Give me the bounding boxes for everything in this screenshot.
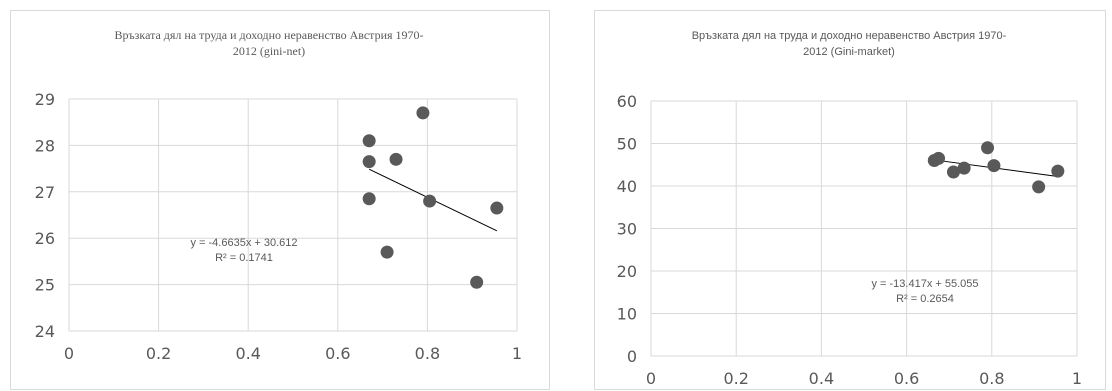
chart-panel-gini-net: 0 0.2 0.4 0.6 0.8 1 24 25 26 27 28 29 Връзката дял … <box>10 10 550 390</box>
chart-title-line2: 2012 (gini-net) <box>233 44 305 58</box>
chart-title-line1: Връзката дял на труда и доходно неравенс… <box>692 30 1007 42</box>
chart-panel-gini-market: 0 0.2 0.4 0.6 0.8 1 0 10 20 30 40 50 60 Връзката дял… <box>594 10 1106 390</box>
trendline-equation: y = -13.417x + 55.055 <box>871 278 978 290</box>
data-point <box>416 106 430 120</box>
data-point <box>946 165 960 179</box>
data-point <box>362 192 376 206</box>
scatter-chart-gini-net: 0 0.2 0.4 0.6 0.8 1 24 25 26 27 28 29 Връзката дял … <box>35 28 522 363</box>
data-point <box>987 159 1001 173</box>
data-point <box>1032 180 1046 194</box>
y-tick-label: 0 <box>627 347 637 366</box>
chart-title-line1: Връзката дял на труда и доходно неравенс… <box>114 28 423 42</box>
y-tick-label: 60 <box>617 92 637 111</box>
x-tick-label: 0 <box>646 369 656 388</box>
y-tick-label: 27 <box>35 183 55 202</box>
data-point <box>932 151 946 165</box>
y-tick-label: 10 <box>617 305 637 324</box>
data-point <box>380 245 394 259</box>
data-point <box>470 275 484 289</box>
x-tick-label: 0.8 <box>415 344 440 363</box>
y-tick-label: 25 <box>35 276 55 295</box>
data-point <box>362 155 376 169</box>
data-point <box>957 161 971 175</box>
chart-title-line2: 2012 (Gini-market) <box>803 46 895 58</box>
y-tick-label: 26 <box>35 229 55 248</box>
data-point <box>1051 164 1065 178</box>
data-point <box>389 152 403 166</box>
x-tick-label: 0.6 <box>894 369 919 388</box>
y-tick-label: 24 <box>35 322 55 341</box>
x-tick-label: 0.2 <box>146 344 171 363</box>
r-squared-label: R² = 0.1741 <box>215 252 273 264</box>
x-tick-label: 1 <box>1072 369 1082 388</box>
data-point <box>423 194 437 208</box>
x-tick-label: 1 <box>512 344 522 363</box>
x-tick-label: 0 <box>64 344 74 363</box>
y-tick-label: 20 <box>617 262 637 281</box>
x-tick-label: 0.2 <box>723 369 748 388</box>
y-tick-label: 40 <box>617 177 637 196</box>
y-tick-label: 29 <box>35 90 55 109</box>
y-tick-label: 30 <box>617 220 637 239</box>
data-point <box>490 201 504 215</box>
x-tick-label: 0.8 <box>979 369 1004 388</box>
plot-area: 0 0.2 0.4 0.6 0.8 1 24 25 26 27 28 29 <box>35 90 522 363</box>
x-tick-label: 0.4 <box>235 344 260 363</box>
data-point <box>981 141 995 155</box>
x-tick-label: 0.6 <box>325 344 350 363</box>
trendline-equation: y = -4.6635x + 30.612 <box>190 237 297 249</box>
y-tick-label: 28 <box>35 136 55 155</box>
y-tick-label: 50 <box>617 135 637 154</box>
data-point <box>362 134 376 148</box>
x-tick-label: 0.4 <box>809 369 834 388</box>
r-squared-label: R² = 0.2654 <box>896 293 954 305</box>
